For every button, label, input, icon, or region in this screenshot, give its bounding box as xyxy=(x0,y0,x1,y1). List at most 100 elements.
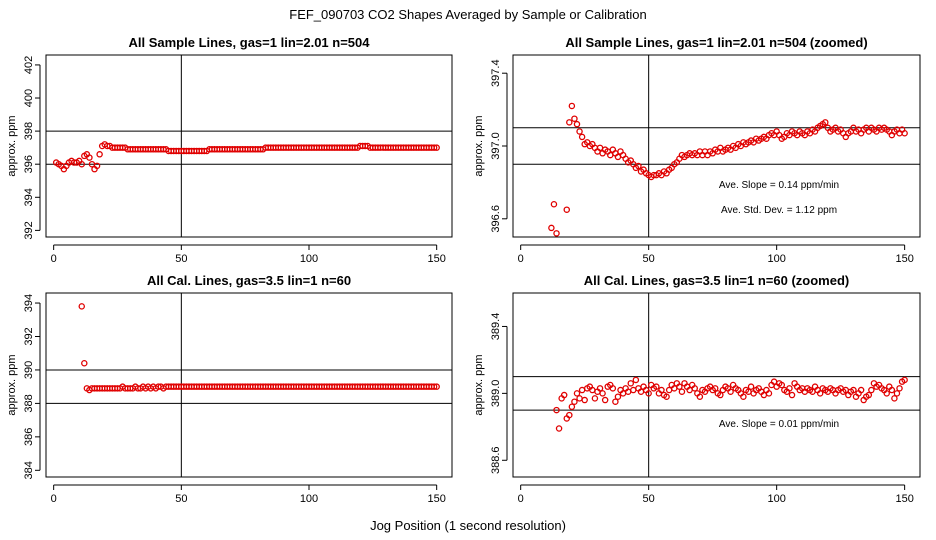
data-point xyxy=(96,151,103,158)
data-point xyxy=(576,395,583,402)
data-point xyxy=(433,144,440,151)
data-point xyxy=(614,393,622,400)
data-point xyxy=(635,162,642,170)
data-point xyxy=(596,385,604,392)
y-tick-label: 389.4 xyxy=(490,313,502,341)
data-point xyxy=(678,388,686,395)
data-point xyxy=(896,385,903,392)
data-point xyxy=(788,391,796,399)
data-point xyxy=(553,406,560,414)
data-point xyxy=(553,230,560,237)
data-point xyxy=(865,391,873,399)
data-point xyxy=(566,411,573,419)
y-tick-label: 400 xyxy=(23,89,35,107)
data-point xyxy=(578,386,586,394)
chart-panel-1: All Sample Lines, gas=1 lin=2.01 n=504 ap… xyxy=(6,35,453,265)
plot-frame xyxy=(512,54,921,238)
data-point xyxy=(816,390,824,397)
data-point xyxy=(548,224,555,232)
data-point xyxy=(81,360,88,367)
x-tick-label: 100 xyxy=(300,253,318,265)
data-point xyxy=(786,385,793,392)
data-point xyxy=(93,162,101,170)
data-point xyxy=(433,383,440,390)
data-point xyxy=(563,206,571,213)
x-tick-label: 100 xyxy=(767,493,785,505)
data-point xyxy=(430,144,438,151)
y-axis-label: approx. ppm xyxy=(473,115,485,176)
data-point xyxy=(78,160,85,168)
data-point xyxy=(691,385,698,392)
y-axis-label: approx. ppm xyxy=(6,354,18,415)
data-point xyxy=(883,390,890,397)
y-tick-label: 392 xyxy=(23,221,35,239)
x-tick-label: 50 xyxy=(643,253,655,265)
data-point xyxy=(581,396,588,404)
x-tick-label: 0 xyxy=(518,493,524,505)
data-point xyxy=(568,102,576,110)
data-point xyxy=(571,115,578,122)
data-point xyxy=(747,383,755,390)
y-tick-label: 402 xyxy=(23,56,35,74)
chart-panel-2: All Sample Lines, gas=1 lin=2.01 n=504 (… xyxy=(473,35,921,265)
data-point xyxy=(630,386,637,394)
data-point xyxy=(740,393,747,400)
data-point xyxy=(430,383,438,390)
data-point xyxy=(627,380,634,387)
data-point xyxy=(901,130,908,137)
y-tick-label: 392 xyxy=(23,327,35,345)
chart-panel-3: All Cal. Lines, gas=3.5 lin=1 n=60 approx… xyxy=(6,273,453,505)
data-point xyxy=(717,391,724,399)
x-tick-label: 150 xyxy=(895,253,913,265)
figure-title: FEF_090703 CO2 Shapes Averaged by Sample… xyxy=(289,7,646,22)
figure-x-axis-label: Jog Position (1 second resolution) xyxy=(370,518,566,533)
data-point xyxy=(550,200,558,208)
y-axis-label: approx. ppm xyxy=(473,354,485,415)
data-point xyxy=(566,119,573,126)
y-tick-label: 384 xyxy=(23,461,35,479)
data-point xyxy=(560,391,568,399)
x-tick-label: 50 xyxy=(643,493,655,505)
chart-panel-4: All Cal. Lines, gas=3.5 lin=1 n=60 (zoom… xyxy=(473,273,921,505)
x-tick-label: 50 xyxy=(175,253,187,265)
data-point xyxy=(696,393,704,400)
data-point xyxy=(573,390,581,397)
data-point xyxy=(888,386,896,394)
data-point xyxy=(653,383,660,390)
chart-title: All Cal. Lines, gas=3.5 lin=1 n=60 (zoom… xyxy=(584,273,850,288)
x-tick-label: 100 xyxy=(767,253,785,265)
y-tick-label: 394 xyxy=(23,188,35,206)
data-point xyxy=(850,386,857,394)
series-points xyxy=(52,141,440,173)
series-points xyxy=(553,376,908,432)
y-tick-label: 396.6 xyxy=(490,205,502,233)
data-point xyxy=(822,119,829,126)
y-tick-label: 390 xyxy=(23,361,35,379)
data-point xyxy=(711,385,719,392)
x-tick-label: 50 xyxy=(175,493,187,505)
chart-annotation: Ave. Std. Dev. = 1.12 ppm xyxy=(721,205,837,216)
series-points xyxy=(78,303,440,394)
chart-annotation: Ave. Slope = 0.01 ppm/min xyxy=(719,419,839,430)
data-point xyxy=(901,376,908,384)
data-point xyxy=(78,303,85,310)
data-point xyxy=(658,386,665,394)
data-point xyxy=(645,390,652,397)
data-point xyxy=(612,398,619,405)
data-point xyxy=(599,390,606,397)
chart-annotation: Ave. Slope = 0.14 ppm/min xyxy=(719,180,839,191)
x-tick-label: 100 xyxy=(300,493,318,505)
plot-frame xyxy=(45,292,453,478)
data-point xyxy=(573,120,581,128)
series-points xyxy=(548,102,908,237)
y-tick-label: 388 xyxy=(23,394,35,412)
data-point xyxy=(857,386,865,394)
plot-frame xyxy=(45,54,453,238)
y-axis-label: approx. ppm xyxy=(6,115,18,176)
data-point xyxy=(765,390,773,397)
data-point xyxy=(893,390,901,397)
x-tick-label: 0 xyxy=(518,253,524,265)
data-point xyxy=(665,386,673,394)
data-point xyxy=(86,154,93,161)
